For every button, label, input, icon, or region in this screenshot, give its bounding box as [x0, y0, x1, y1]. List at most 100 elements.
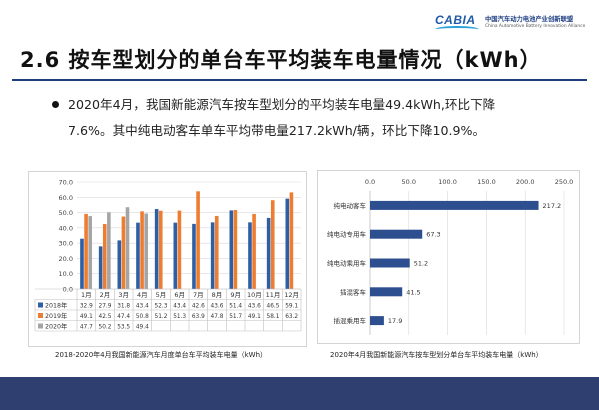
- x-tick-label: 2月: [100, 291, 111, 299]
- table-cell: 46.5: [267, 304, 280, 310]
- y-tick-label: 40.0: [59, 224, 73, 232]
- x-tick-label: 11月: [266, 291, 281, 299]
- y-tick-label: 30.0: [59, 240, 73, 248]
- table-cell: 52.3: [155, 304, 168, 310]
- legend-swatch-2018年: [38, 302, 43, 308]
- bar-2019年-11月: [270, 200, 275, 289]
- bar-2018年-3月: [117, 240, 122, 289]
- table-cell: 32.9: [80, 304, 93, 310]
- logo-chinese-name: 中国汽车动力电池产业创新联盟: [485, 16, 574, 23]
- x-tick-label: 6月: [174, 291, 185, 299]
- category-label: 纯电动专用车: [327, 230, 367, 239]
- data-label: 51.2: [414, 260, 428, 268]
- x-tick-label: 1月: [81, 291, 92, 299]
- legend-label-2019年: 2019年: [45, 311, 67, 320]
- x-tick-label: 5月: [156, 291, 167, 299]
- bar-纯电动专用车: [370, 229, 423, 239]
- table-cell: 49.1: [248, 314, 261, 320]
- table-cell: 47.8: [211, 314, 224, 320]
- vehicle-type-bar-chart: 0.0 50.0 100.0 150.0 200.0 250.0 纯电动客车 217.2 纯电动…: [327, 178, 573, 335]
- y-tick-label: 0.0: [63, 286, 73, 294]
- bar-2018年-9月: [229, 210, 234, 289]
- logo-english-name: China Automotive Battery Innovation Alli…: [485, 24, 586, 29]
- bar-2019年-1月: [84, 213, 88, 289]
- bar-2020年-4月: [144, 213, 148, 289]
- monthly-bar-chart: 0.0 10.0 20.0 30.0 40.0 50.0 60.0 70.0 1月 2月 3月 4月 5…: [34, 179, 302, 332]
- monthly-chart-caption: 2018-2020年4月我国新能源汽车月度单台车平均装车电量（kWh）: [55, 351, 268, 359]
- table-cell: 43.6: [211, 304, 224, 310]
- bar-插混客车: [370, 287, 403, 297]
- y-tick-label: 50.0: [59, 209, 73, 217]
- bar-2019年-8月: [214, 215, 219, 289]
- bar-2020年-1月: [88, 216, 92, 289]
- bar-2018年-12月: [285, 198, 290, 289]
- data-label: 217.2: [543, 202, 562, 210]
- page-title: 2.6 按车型划分的单台车平均装车电量情况（kWh）: [20, 48, 542, 72]
- table-cell: 49.4: [136, 325, 149, 331]
- bar-2019年-4月: [140, 211, 144, 289]
- x-tick-label: 50.0: [402, 178, 416, 186]
- table-cell: 47.7: [80, 325, 93, 331]
- table-cell: 63.2: [285, 314, 298, 320]
- table-cell: 43.4: [136, 304, 149, 310]
- table-cell: 53.5: [117, 325, 130, 331]
- x-tick-label: 0.0: [365, 178, 375, 186]
- table-cell: 42.5: [99, 314, 112, 320]
- table-cell: 63.9: [192, 314, 205, 320]
- bar-2019年-5月: [158, 210, 163, 289]
- table-cell: 50.8: [136, 314, 149, 320]
- alliance-logo: CABIA 中国汽车动力电池产业创新联盟 China Automotive Ba…: [435, 12, 595, 38]
- logo-swoosh-icon: [435, 26, 479, 33]
- bar-2019年-6月: [177, 210, 182, 289]
- table-cell: 58.1: [267, 314, 280, 320]
- y-tick-label: 20.0: [59, 255, 73, 263]
- category-label: 插混客车: [340, 287, 367, 296]
- legend-label-2020年: 2020年: [45, 322, 67, 331]
- data-label: 41.5: [406, 288, 420, 296]
- summary-bullet: 2020年4月，我国新能源汽车按车型划分的平均装车电量49.4kWh,环比下降 …: [68, 92, 573, 144]
- data-label: 17.9: [388, 317, 402, 325]
- category-label: 纯电动乘用车: [327, 259, 367, 268]
- bullet-dot-icon: [52, 101, 59, 108]
- bar-2018年-10月: [248, 222, 252, 289]
- x-tick-label: 9月: [230, 291, 241, 299]
- table-cell: 51.7: [229, 314, 242, 320]
- bar-纯电动客车: [370, 200, 539, 210]
- bar-2020年-3月: [125, 207, 130, 289]
- logo-mark: CABIA: [435, 13, 476, 27]
- table-cell: 51.3: [173, 314, 186, 320]
- bar-2018年-2月: [98, 246, 103, 289]
- monthly-bar-chart-panel: 0.0 10.0 20.0 30.0 40.0 50.0 60.0 70.0 1月 2月 3月 4月 5…: [28, 171, 307, 347]
- x-tick-label: 10月: [247, 291, 262, 299]
- bar-2018年-6月: [173, 222, 178, 289]
- table-cell: 27.9: [99, 304, 112, 310]
- bar-2018年-4月: [136, 222, 140, 289]
- bar-2020年-2月: [107, 212, 111, 289]
- legend-label-2018年: 2018年: [45, 301, 67, 310]
- x-tick-label: 200.0: [516, 178, 535, 186]
- bar-2018年-1月: [80, 238, 84, 289]
- bar-纯电动乘用车: [370, 258, 410, 268]
- table-cell: 50.2: [99, 325, 112, 331]
- x-tick-label: 100.0: [438, 178, 457, 186]
- x-tick-label: 150.0: [477, 178, 496, 186]
- footer-bar: [0, 377, 599, 410]
- bar-插混乘用车: [370, 316, 384, 326]
- vehicle-type-chart-caption: 2020年4月我国新能源汽车按车型划分单台车平均装车电量（kWh）: [330, 351, 543, 359]
- summary-line-1: 2020年4月，我国新能源汽车按车型划分的平均装车电量49.4kWh,环比下降: [68, 97, 496, 112]
- category-label: 纯电动客车: [334, 201, 367, 210]
- title-divider: [12, 79, 587, 81]
- bar-2019年-3月: [121, 216, 126, 289]
- table-cell: 47.4: [117, 314, 130, 320]
- data-label: 67.3: [426, 231, 440, 239]
- table-cell: 31.8: [117, 304, 130, 310]
- bar-2019年-12月: [289, 192, 294, 289]
- bar-2019年-7月: [196, 191, 200, 289]
- legend-swatch-2019年: [38, 313, 43, 318]
- table-cell: 51.2: [155, 314, 168, 320]
- y-tick-label: 70.0: [59, 179, 73, 187]
- legend-swatch-2020年: [38, 323, 43, 329]
- summary-line-2: 7.6%。其中纯电动客车单车平均带电量217.2kWh/辆，环比下降10.9%。: [68, 123, 486, 138]
- y-tick-label: 10.0: [59, 270, 73, 278]
- table-cell: 43.6: [248, 304, 261, 310]
